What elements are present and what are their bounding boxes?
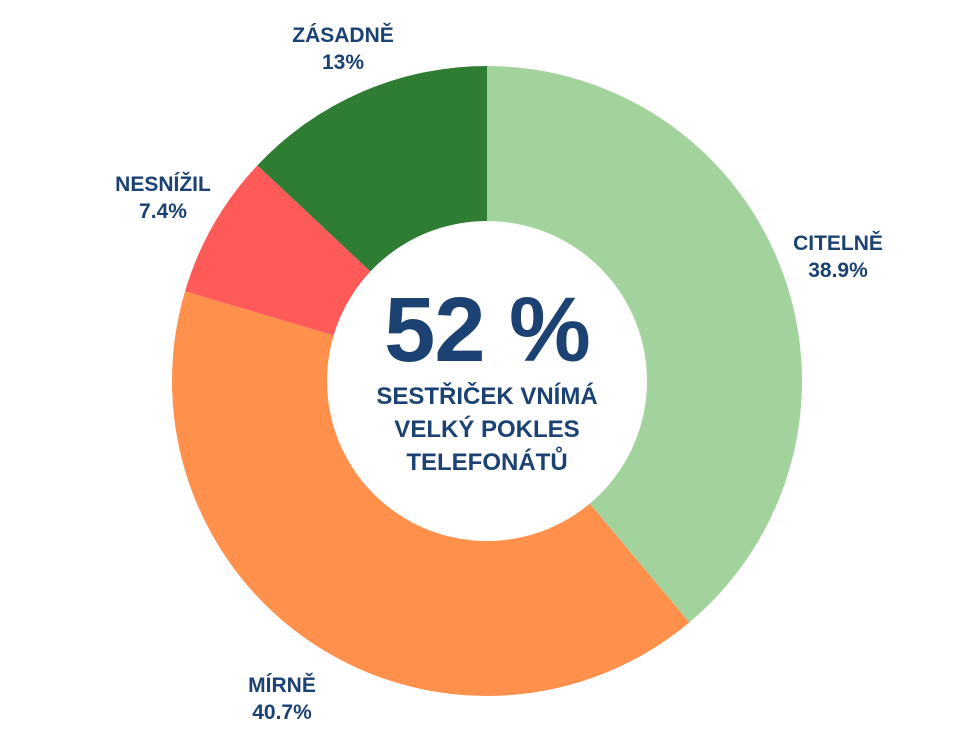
center-annotation: 52 % SESTŘIČEK VNÍMÁ VELKÝ POKLES TELEFO…	[376, 280, 597, 479]
donut-slices	[172, 66, 802, 696]
label-nesnizil-name: NESNÍŽIL	[115, 173, 211, 196]
label-zasadne-name: ZÁSADNĚ	[292, 24, 394, 47]
center-line-1: SESTŘIČEK VNÍMÁ	[376, 383, 598, 410]
center-line-2: VELKÝ POKLES	[394, 416, 580, 443]
label-citelne: CITELNĚ 38.9%	[793, 230, 883, 284]
center-line-3: TELEFONÁTŮ	[406, 449, 568, 476]
label-mirne-value: 40.7%	[252, 701, 312, 724]
label-citelne-value: 38.9%	[808, 259, 868, 282]
label-citelne-name: CITELNĚ	[793, 232, 883, 255]
label-mirne-name: MÍRNĚ	[248, 674, 316, 697]
label-zasadne: ZÁSADNĚ 13%	[292, 22, 394, 76]
label-nesnizil: NESNÍŽIL 7.4%	[115, 171, 211, 225]
donut-hole	[327, 221, 647, 541]
label-nesnizil-value: 7.4%	[139, 200, 187, 223]
label-zasadne-value: 13%	[321, 51, 365, 74]
center-value: 52 %	[384, 279, 591, 381]
label-mirne: MÍRNĚ 40.7%	[248, 672, 316, 726]
slice-citelně	[487, 66, 802, 623]
